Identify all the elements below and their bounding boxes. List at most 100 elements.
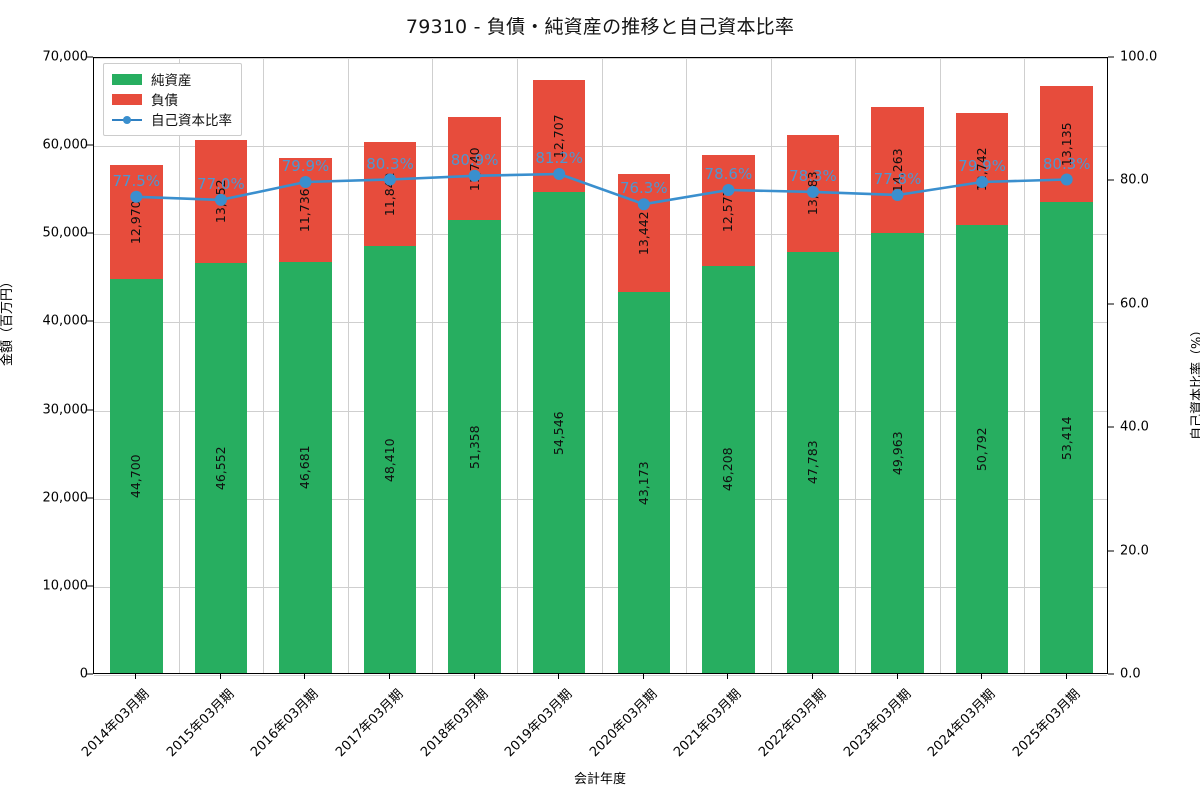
x-axis-tick-mark — [811, 674, 813, 679]
y-axis-left-title: 金額（百万円） — [0, 274, 15, 366]
x-axis-tick-label: 2023年03月期 — [840, 686, 914, 761]
ratio-line-marker[interactable] — [130, 190, 143, 203]
y-axis-right-tick-mark — [1108, 550, 1114, 552]
bar-segment-equity[interactable]: 50,792 — [955, 225, 1009, 673]
legend-item-1[interactable]: 純資産 — [112, 69, 232, 89]
bar-group[interactable]: 46,55213,952 — [194, 139, 248, 673]
legend-item-3[interactable]: 自己資本比率 — [112, 109, 232, 129]
legend-swatch-icon — [112, 93, 142, 105]
ratio-value-label: 80.9% — [450, 150, 499, 169]
ratio-line-marker[interactable] — [891, 189, 904, 201]
x-axis-tick-label: 2020年03月期 — [586, 686, 661, 761]
y-axis-right-tick-mark — [1108, 673, 1114, 675]
bar-segment-equity[interactable]: 43,173 — [617, 292, 670, 673]
x-axis-tick-mark — [896, 674, 898, 679]
bar-segment-debt[interactable]: 14,263 — [871, 106, 924, 233]
gridline-horizontal — [94, 322, 1107, 324]
bar-segment-equity[interactable]: 49,963 — [871, 232, 924, 673]
ratio-line-marker[interactable] — [722, 184, 735, 196]
bar-segment-debt[interactable]: 11,842 — [363, 141, 417, 247]
bar-segment-debt[interactable]: 11,736 — [279, 158, 332, 262]
gridline-vertical — [1024, 58, 1026, 673]
gridline-vertical — [516, 58, 518, 673]
ratio-line-marker[interactable] — [807, 185, 819, 198]
ratio-line-marker[interactable] — [1060, 173, 1073, 186]
bar-segment-equity[interactable]: 53,414 — [1040, 202, 1093, 673]
gridline-vertical — [770, 58, 772, 673]
percent-label-layer: 77.5% 77.0% 79.9% 80.3% 80.9% 81.2% 76.3% 78.6%… — [94, 58, 1107, 673]
bar-segment-equity[interactable]: 51,358 — [448, 220, 501, 673]
y-axis-left-tick-mark — [87, 409, 93, 411]
ratio-line-marker[interactable] — [214, 193, 227, 206]
x-axis-tick-label: 2016年03月期 — [248, 686, 322, 761]
x-axis-tick-label: 2015年03月期 — [164, 686, 238, 761]
gridline-horizontal — [94, 498, 1107, 500]
bar-segment-equity[interactable]: 46,681 — [279, 261, 332, 673]
y-axis-left-tick-label: 0 — [79, 666, 88, 682]
x-axis-tick-label: 2014年03月期 — [79, 686, 153, 761]
x-axis-tick-mark — [304, 674, 306, 679]
gridline-vertical — [432, 58, 434, 673]
bar-group[interactable]: 51,358 11,740 — [448, 116, 501, 673]
bar-group[interactable]: 50,792 12,742 — [955, 113, 1009, 673]
ratio-value-label: 76.3% — [619, 179, 668, 198]
bar-segment-debt[interactable]: 13,442 — [617, 174, 670, 293]
bar-group[interactable]: 46,208 12,577 — [702, 154, 755, 673]
bar-segment-equity[interactable]: 47,783 — [786, 251, 840, 673]
y-axis-right-tick-mark — [1108, 179, 1114, 181]
y-axis-right-title: 自己資本比率（%） — [1190, 323, 1200, 440]
bar-segment-debt[interactable]: 12,970 — [110, 164, 163, 280]
ratio-line-marker[interactable] — [384, 173, 396, 186]
bar-group[interactable]: 46,681 11,736 — [279, 158, 332, 673]
legend-line-marker-icon — [112, 114, 142, 125]
x-axis-tick-mark — [473, 674, 475, 679]
bar-group[interactable]: 44,700 12,970 — [110, 164, 163, 673]
bar-group[interactable]: 48,410 11,842 — [363, 141, 417, 673]
gridline-horizontal — [94, 234, 1107, 236]
x-axis-tick-label: 2024年03月期 — [925, 686, 999, 761]
bar-segment-equity[interactable]: 48,410 — [363, 246, 417, 673]
bar-group[interactable]: 43,173 13,442 — [617, 174, 670, 673]
bar-segment-equity[interactable]: 46,552 — [194, 262, 248, 673]
x-axis-tick-mark — [558, 674, 560, 679]
x-axis-tick-label: 2017年03月期 — [333, 686, 407, 761]
bar-segment-equity[interactable]: 44,700 — [110, 279, 163, 673]
y-axis-left-tick-mark — [87, 673, 93, 675]
ratio-value-label: 79.9% — [281, 157, 330, 176]
y-axis-left-tick-label: 10,000 — [42, 578, 89, 594]
bar-segment-debt[interactable]: 12,742 — [955, 113, 1009, 226]
ratio-line-path — [136, 172, 1067, 206]
ratio-line-marker[interactable] — [553, 168, 566, 180]
gridline-vertical — [939, 58, 941, 673]
bar-segment-debt[interactable]: 12,577 — [702, 154, 755, 266]
bar-group[interactable]: 54,546 12,707 — [532, 80, 586, 673]
ratio-line-marker[interactable] — [637, 198, 650, 211]
gridline-vertical — [178, 58, 180, 673]
bar-group[interactable]: 49,963 14,263 — [871, 106, 924, 673]
legend-label: 負債 — [151, 93, 178, 109]
gridline-vertical — [686, 58, 688, 673]
gridline-horizontal — [94, 586, 1107, 588]
bar-segment-equity[interactable]: 54,546 — [532, 192, 586, 673]
gridline-vertical — [601, 58, 603, 673]
chart-legend: 純資産負債 自己資本比率 — [103, 63, 242, 136]
ratio-value-label: 77.8% — [873, 169, 922, 188]
x-axis-tick-label: 2021年03月期 — [671, 686, 745, 761]
ratio-line-marker[interactable] — [976, 176, 989, 188]
y-axis-left-tick-mark — [87, 56, 93, 58]
x-axis-tick-mark — [981, 674, 983, 679]
grid-layer — [94, 58, 1107, 676]
ratio-line-marker[interactable] — [468, 169, 481, 182]
bar-segment-equity[interactable]: 46,208 — [702, 265, 755, 673]
legend-item-2[interactable]: 負債 — [112, 89, 232, 109]
ratio-value-label: 80.3% — [1042, 154, 1091, 173]
y-axis-right-tick-mark — [1108, 56, 1114, 58]
ratio-value-label: 77.5% — [112, 171, 161, 190]
y-axis-left-tick-label: 40,000 — [42, 313, 89, 329]
y-axis-right-tick-mark — [1108, 426, 1114, 428]
y-axis-left-tick-label: 20,000 — [42, 490, 89, 506]
ratio-line-marker[interactable] — [299, 176, 312, 188]
bar-segment-debt[interactable]: 11,740 — [448, 116, 501, 221]
